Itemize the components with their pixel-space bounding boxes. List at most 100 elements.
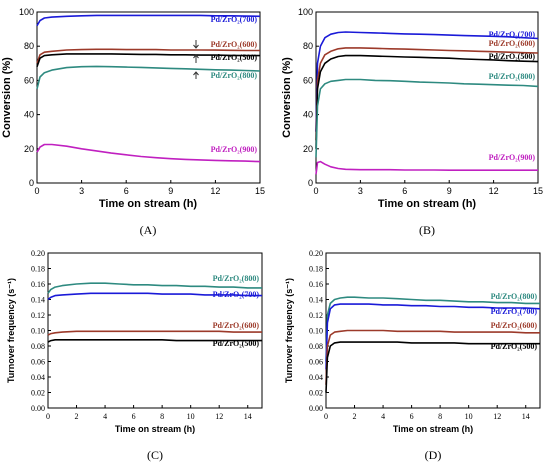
y-tick-label: 0.04 (309, 373, 323, 382)
annotation-arrowhead (193, 71, 199, 76)
y-tick-label: 40 (24, 110, 34, 120)
y-tick-label: 0.10 (309, 327, 323, 336)
y-tick-label: 0.10 (31, 327, 45, 336)
series-line (36, 14, 261, 27)
y-tick-label: 100 (19, 7, 34, 17)
panel-label: (B) (419, 223, 435, 237)
x-tick-label: 4 (103, 412, 107, 421)
x-tick-label: 6 (402, 186, 407, 196)
panel-label: (A) (140, 223, 157, 237)
y-tick-label: 20 (303, 144, 313, 154)
series-label: Pd/ZrO₂(700) (489, 30, 536, 39)
series-label: Pd/ZrO₂(900) (489, 153, 536, 162)
series-label: Pd/ZrO₂(500) (211, 53, 258, 62)
x-tick-label: 12 (215, 412, 223, 421)
y-tick-label: 0.06 (31, 358, 45, 367)
x-tick-label: 0 (324, 412, 328, 421)
panel-d: 0.00 0.02 0.04 0.06 0.08 0.10 0.12 0.14 0.16 0.18… (284, 249, 541, 462)
y-tick-label: 0 (29, 178, 34, 188)
x-tick-label: 15 (533, 186, 543, 196)
series-line (36, 65, 261, 90)
x-tick-label: 6 (410, 412, 414, 421)
y-tick-label: 80 (303, 41, 313, 51)
x-tick-label: 14 (522, 412, 530, 421)
series-label: Pd/ZrO₂(600) (489, 39, 536, 48)
y-tick-label: 0.06 (309, 358, 323, 367)
series-label: Pd/ZrO₂(900) (211, 145, 258, 154)
y-tick-label: 100 (298, 7, 313, 17)
x-tick-label: 0 (313, 186, 318, 196)
y-tick-label: 0.18 (309, 265, 323, 274)
x-tick-label: 9 (447, 186, 452, 196)
x-tick-label: 8 (438, 412, 442, 421)
x-tick-label: 0 (34, 186, 39, 196)
x-tick-label: 12 (493, 412, 501, 421)
y-tick-label: 0.14 (309, 296, 323, 305)
series-label: Pd/ZrO₂(800) (213, 274, 260, 283)
series-line (47, 330, 262, 336)
y-tick-label: 0.04 (31, 373, 45, 382)
y-tick-label: 0.02 (31, 389, 45, 398)
x-axis-label: Time on stream (h) (393, 424, 473, 434)
series-line (325, 296, 540, 362)
y-tick-label: 60 (303, 75, 313, 85)
panel-b: 0 20 40 60 80 100 0 3 6 9 12 15 Time on stream (h) Co… (281, 7, 543, 237)
x-tick-label: 10 (465, 412, 473, 421)
y-tick-label: 0.18 (31, 265, 45, 274)
y-tick-label: 0.08 (309, 342, 323, 351)
y-tick-label: 0.02 (309, 389, 323, 398)
panel-c: 0.00 0.02 0.04 0.06 0.08 0.10 0.12 0.14 0.16 0.18… (6, 249, 263, 462)
x-tick-label: 15 (255, 186, 265, 196)
y-tick-label: 0.00 (31, 404, 45, 413)
series-line (315, 47, 539, 141)
y-tick-label: 0.12 (309, 311, 323, 320)
plot-frame (36, 11, 261, 184)
series-label: Pd/ZrO₂(600) (491, 321, 538, 330)
x-tick-label: 14 (244, 412, 252, 421)
y-tick-label: 0.16 (309, 280, 323, 289)
series-label: Pd/ZrO₂(700) (211, 15, 258, 24)
x-tick-label: 12 (489, 186, 499, 196)
y-tick-label: 40 (303, 110, 313, 120)
x-axis-label: Time on stream (h) (378, 198, 477, 210)
series-label: Pd/ZrO₂(700) (213, 290, 260, 299)
y-tick-label: 0.00 (309, 404, 323, 413)
x-tick-label: 6 (132, 412, 136, 421)
series-label: Pd/ZrO₂(600) (211, 40, 258, 49)
x-tick-label: 0 (46, 412, 50, 421)
annotation-arrowhead (193, 44, 199, 49)
series-label: Pd/ZrO₂(600) (213, 321, 260, 330)
panel-label: (C) (147, 448, 163, 462)
series-line (47, 339, 262, 343)
series-line (315, 160, 538, 175)
y-tick-label: 0.12 (31, 311, 45, 320)
x-tick-label: 3 (79, 186, 84, 196)
y-axis-label: Conversion (%) (281, 57, 293, 138)
series-line (325, 303, 541, 370)
series-line (36, 143, 261, 163)
x-tick-label: 2 (353, 412, 357, 421)
y-axis-label: Turnover frequency (s⁻¹) (6, 278, 16, 383)
y-tick-label: 0.16 (31, 280, 45, 289)
series-line (36, 48, 260, 64)
x-tick-label: 2 (75, 412, 79, 421)
series-line (47, 292, 262, 301)
x-tick-label: 6 (124, 186, 129, 196)
panel-label: (D) (425, 448, 442, 462)
series-line (325, 329, 540, 385)
panel-a: 0 20 40 60 80 100 0 3 6 9 12 15 Time on stream (h) Co… (1, 7, 265, 237)
series-line (315, 78, 539, 158)
annotation-arrowhead (193, 54, 199, 59)
y-tick-label: 60 (24, 75, 34, 85)
x-axis-label: Time on stream (h) (115, 424, 195, 434)
x-axis-label: Time on stream (h) (99, 198, 198, 210)
x-tick-label: 10 (187, 412, 195, 421)
series-label: Pd/ZrO₂(800) (491, 292, 538, 301)
series-line (325, 341, 540, 393)
y-tick-label: 0.14 (31, 296, 45, 305)
y-axis-label: Conversion (%) (1, 57, 13, 138)
y-axis-label: Turnover frequency (s⁻¹) (284, 278, 294, 383)
y-tick-label: 0.20 (309, 249, 323, 258)
